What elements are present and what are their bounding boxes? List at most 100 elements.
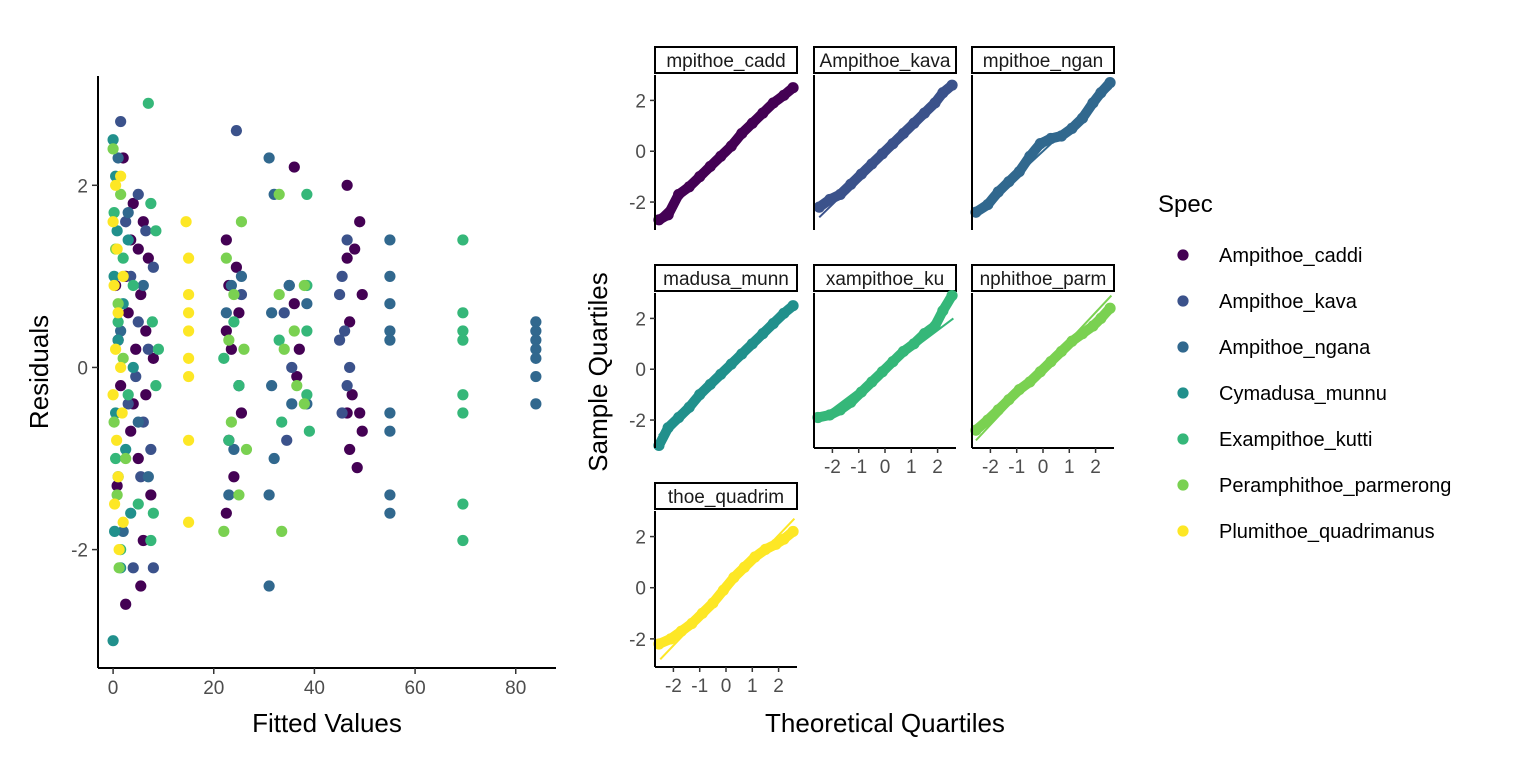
residual-point-ampithoe-kava bbox=[147, 562, 159, 574]
y-tick-label: -2 bbox=[71, 541, 88, 562]
residual-point-ampithoe-caddi bbox=[125, 425, 137, 437]
facet-x-tick-label: 2 bbox=[1090, 457, 1101, 478]
residual-point-ampithoe-ngana bbox=[384, 507, 396, 519]
legend-key-peramphithoe-parmerong bbox=[1177, 479, 1189, 491]
residual-point-ampithoe-caddi bbox=[293, 343, 305, 355]
residual-point-ampithoe-caddi bbox=[132, 243, 144, 255]
residual-point-exampithoe-kutti bbox=[301, 325, 313, 337]
residual-point-exampithoe-kutti bbox=[276, 416, 288, 428]
residual-point-ampithoe-ngana bbox=[263, 580, 275, 592]
residual-point-ampithoe-caddi bbox=[356, 288, 368, 301]
residual-point-ampithoe-caddi bbox=[142, 252, 154, 264]
residual-point-plumithoe-quadrimanus bbox=[111, 434, 123, 446]
residual-point-ampithoe-caddi bbox=[140, 389, 152, 401]
residual-point-ampithoe-caddi bbox=[351, 462, 363, 474]
qq-x-axis-title: Theoretical Quartiles bbox=[765, 708, 1005, 738]
y-axis-title: Residuals bbox=[24, 315, 54, 429]
facet-strip-label: mpithoe_cadd bbox=[666, 51, 785, 72]
legend-label-plumithoe-quadrimanus: Plumithoe_quadrimanus bbox=[1219, 521, 1435, 543]
x-tick-label: 80 bbox=[505, 678, 526, 699]
residual-point-peramphithoe-parmerong bbox=[111, 489, 123, 501]
facet-strip bbox=[654, 482, 798, 510]
residual-point-ampithoe-caddi bbox=[220, 325, 232, 337]
residual-point-plumithoe-quadrimanus bbox=[109, 498, 121, 510]
residual-point-plumithoe-quadrimanus bbox=[182, 370, 195, 383]
facet-strip bbox=[813, 264, 957, 292]
residual-point-cymadusa-munnu bbox=[111, 225, 123, 237]
facet-x-tick-label: 1 bbox=[1064, 457, 1075, 478]
residual-point-plumithoe-quadrimanus bbox=[115, 361, 127, 374]
qq-point-band bbox=[814, 80, 958, 213]
residual-point-ampithoe-caddi bbox=[111, 480, 123, 492]
residual-point-exampithoe-kutti bbox=[122, 389, 134, 401]
residual-point-peramphithoe-parmerong bbox=[298, 279, 310, 292]
legend-key-exampithoe-kutti bbox=[1177, 433, 1189, 445]
residual-point-ampithoe-caddi bbox=[230, 261, 243, 273]
facet-x-tick-label: 1 bbox=[747, 676, 758, 697]
residual-point-exampithoe-kutti bbox=[457, 534, 469, 547]
residual-point-ampithoe-ngana bbox=[220, 307, 232, 319]
residual-point-plumithoe-quadrimanus bbox=[180, 216, 192, 228]
qq-facet-peramphithoe-parmerong: nphithoe_parm -2 -1 0 1 2 bbox=[970, 264, 1116, 478]
residual-point-peramphithoe-parmerong bbox=[220, 252, 232, 264]
residual-point-ampithoe-kava bbox=[132, 188, 144, 200]
residual-point-ampithoe-kava bbox=[147, 261, 159, 273]
residual-point-peramphithoe-parmerong bbox=[273, 288, 285, 301]
residual-point-peramphithoe-parmerong bbox=[120, 452, 132, 465]
residual-point-ampithoe-kava bbox=[145, 443, 157, 456]
residual-point-plumithoe-quadrimanus bbox=[115, 170, 127, 182]
residual-point-peramphithoe-parmerong bbox=[108, 416, 120, 428]
x-tick-label: 20 bbox=[203, 678, 224, 699]
residual-point-exampithoe-kutti bbox=[273, 334, 285, 346]
residual-point-exampithoe-kutti bbox=[457, 498, 469, 510]
residual-point-peramphithoe-parmerong bbox=[276, 525, 288, 537]
residual-point-ampithoe-kava bbox=[344, 361, 356, 374]
facet-strip bbox=[971, 264, 1115, 292]
residual-point-exampithoe-kutti bbox=[132, 498, 144, 510]
residual-point-exampithoe-kutti bbox=[457, 407, 469, 419]
residual-point-exampithoe-kutti bbox=[108, 207, 120, 219]
residual-point-peramphithoe-parmerong bbox=[288, 325, 300, 337]
residual-point-ampithoe-ngana bbox=[384, 407, 396, 419]
residual-point-exampithoe-kutti bbox=[303, 425, 315, 437]
residual-point-ampithoe-caddi bbox=[220, 507, 232, 519]
facet-y-tick-label: 0 bbox=[635, 360, 646, 381]
residual-point-peramphithoe-parmerong bbox=[228, 288, 240, 301]
residual-point-exampithoe-kutti bbox=[142, 97, 154, 109]
residual-point-plumithoe-quadrimanus bbox=[110, 179, 122, 191]
residual-point-ampithoe-ngana bbox=[530, 316, 542, 328]
residual-point-ampithoe-ngana bbox=[301, 298, 313, 310]
residual-point-plumithoe-quadrimanus bbox=[111, 243, 123, 255]
y-tick-label: 2 bbox=[77, 176, 88, 197]
residual-point-ampithoe-ngana bbox=[384, 325, 396, 337]
residual-point-ampithoe-caddi bbox=[137, 216, 149, 228]
residual-point-ampithoe-ngana bbox=[384, 425, 396, 437]
residual-point-peramphithoe-parmerong bbox=[107, 143, 119, 155]
legend-key-cymadusa-munnu bbox=[1177, 387, 1189, 399]
legend-key-ampithoe-ngana bbox=[1177, 341, 1189, 353]
residual-point-ampithoe-ngana bbox=[142, 471, 154, 483]
residual-point-ampithoe-caddi bbox=[291, 370, 303, 383]
residual-point-ampithoe-caddi bbox=[356, 425, 368, 437]
residual-point-ampithoe-caddi bbox=[344, 443, 356, 456]
residual-point-plumithoe-quadrimanus bbox=[182, 516, 195, 528]
residual-point-exampithoe-kutti bbox=[218, 352, 230, 364]
residual-point-cymadusa-munnu bbox=[107, 134, 119, 146]
residual-point-ampithoe-caddi bbox=[233, 307, 245, 319]
facet-strip bbox=[971, 46, 1115, 74]
qq-facet-cymadusa-munnu: madusa_munn -2 0 2 bbox=[629, 264, 799, 452]
residual-point-ampithoe-kava bbox=[333, 334, 346, 346]
residual-point-plumithoe-quadrimanus bbox=[110, 343, 122, 355]
residual-point-ampithoe-ngana bbox=[263, 489, 275, 501]
residual-point-ampithoe-kava bbox=[130, 370, 142, 383]
residual-point-plumithoe-quadrimanus bbox=[117, 270, 129, 282]
residual-point-peramphithoe-parmerong bbox=[238, 343, 250, 355]
residual-point-ampithoe-kava bbox=[339, 325, 351, 337]
residual-point-exampithoe-kutti bbox=[110, 452, 122, 465]
legend-label-cymadusa-munnu: Cymadusa_munnu bbox=[1219, 383, 1387, 405]
residual-point-ampithoe-caddi bbox=[346, 389, 358, 401]
residual-point-ampithoe-caddi bbox=[127, 197, 139, 210]
qq-reference-line bbox=[659, 517, 796, 661]
facet-strip-label: thoe_quadrim bbox=[668, 487, 784, 508]
